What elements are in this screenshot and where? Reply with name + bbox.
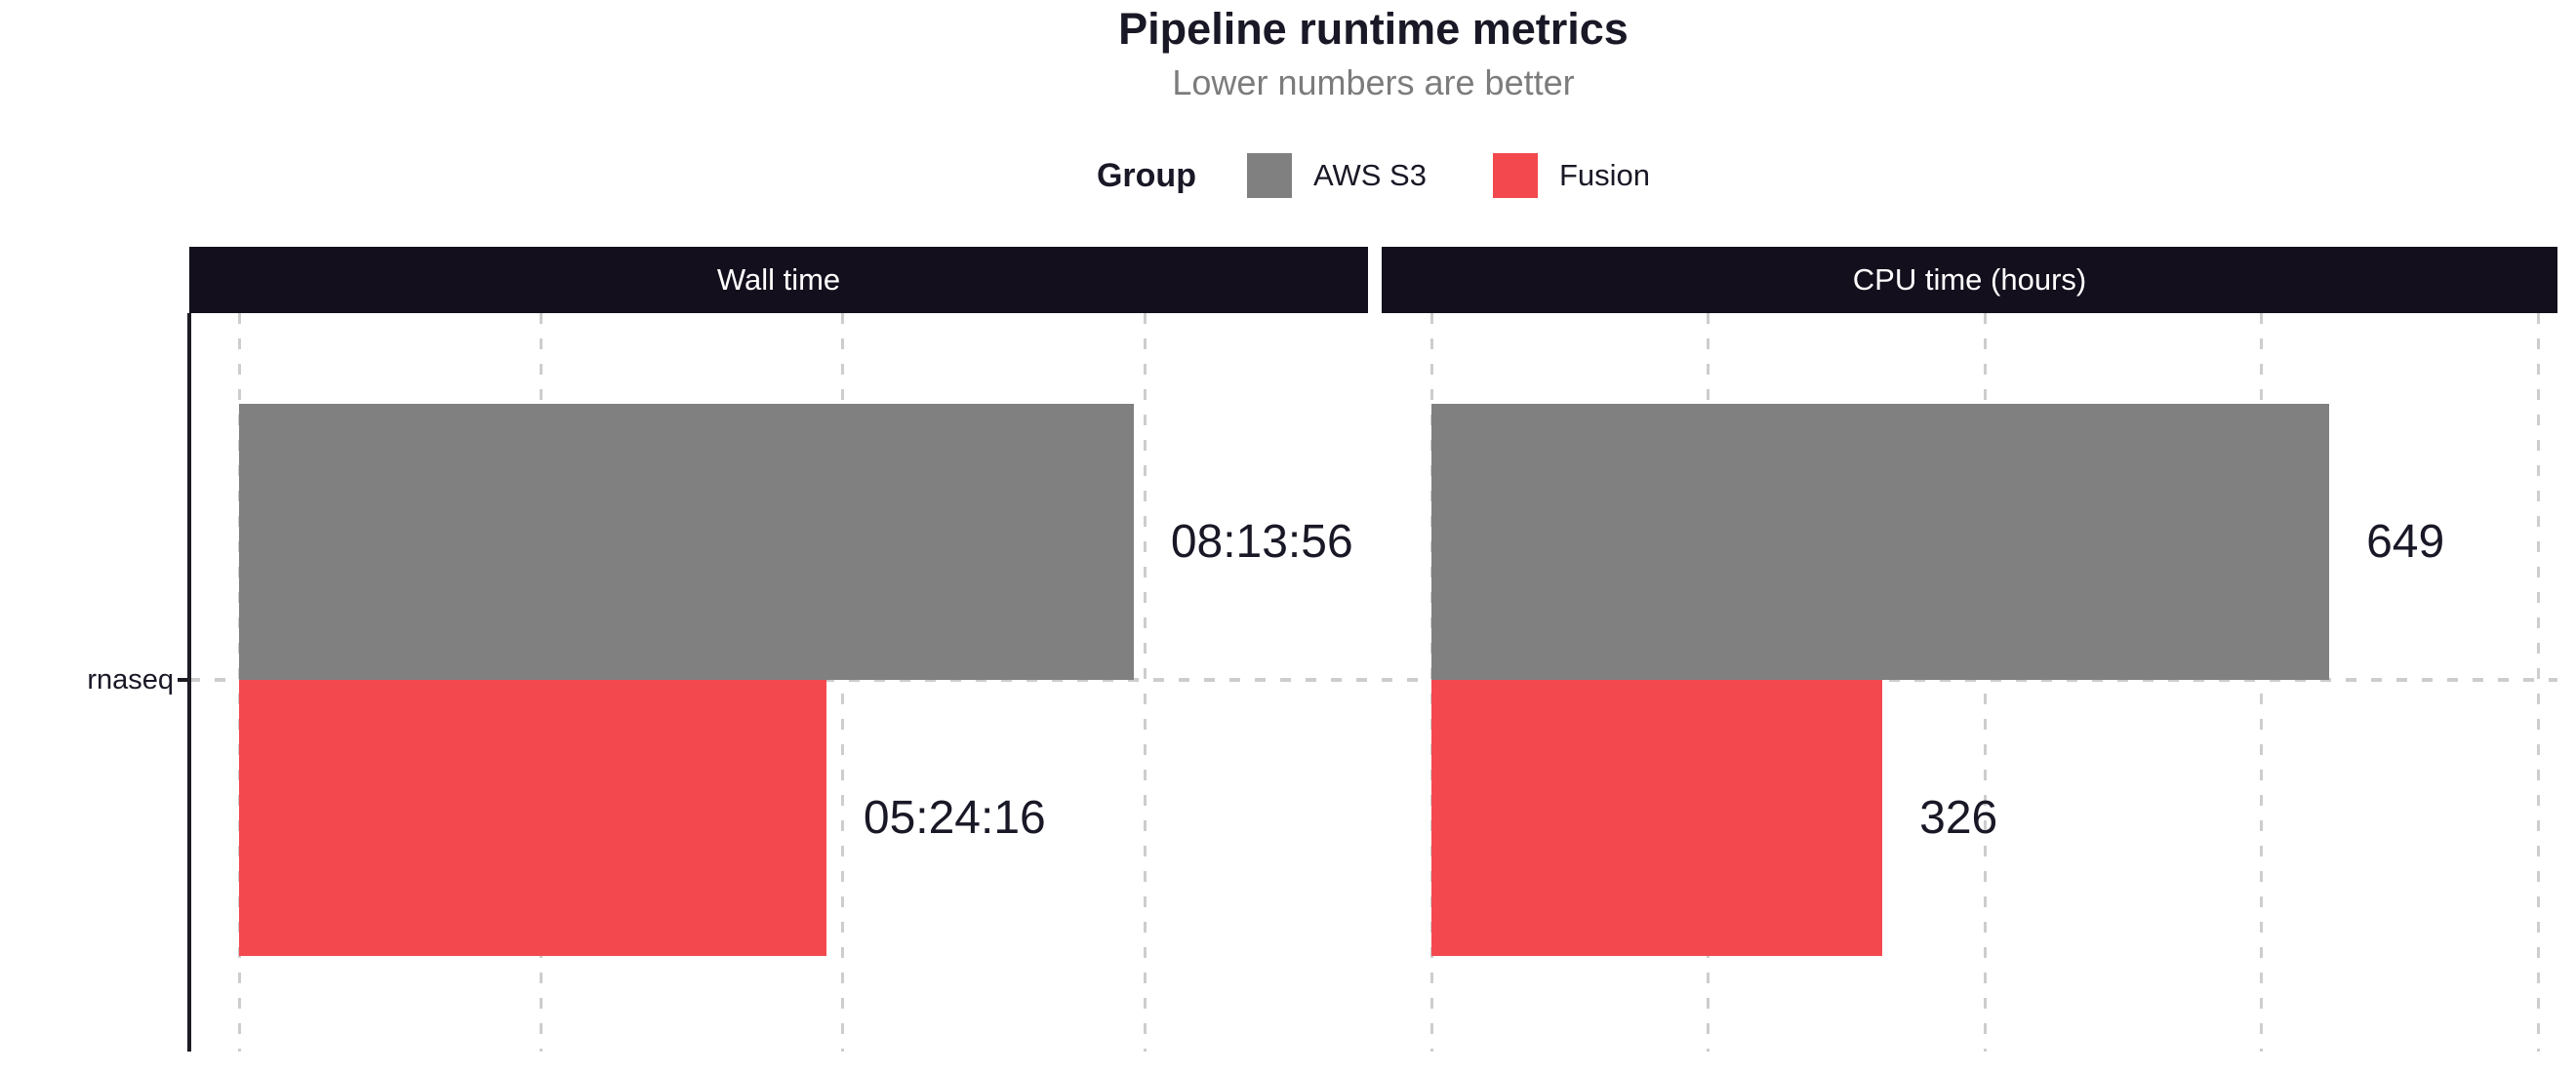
panel-strip: CPU time (hours)	[1382, 247, 2557, 313]
bar-value-label: 326	[1919, 791, 1998, 844]
bar-value-label: 05:24:16	[863, 791, 1046, 844]
y-axis-line	[187, 313, 191, 1052]
bar-fusion	[239, 680, 826, 956]
legend-label-fusion: Fusion	[1558, 158, 1651, 192]
bar-aws-s3	[1431, 404, 2330, 680]
grid-line-vertical	[841, 313, 845, 1052]
chart-subtitle: Lower numbers are better	[1172, 62, 1575, 102]
y-axis-tick	[178, 678, 187, 682]
bar-fusion	[1431, 680, 1883, 956]
legend-swatch-fusion	[1492, 153, 1538, 198]
grid-line-vertical	[2536, 313, 2540, 1052]
bar-value-label: 649	[2366, 515, 2445, 568]
legend-title: Group	[1096, 156, 1196, 194]
panel-plot: 08:13:56 05:24:16	[189, 313, 1368, 1052]
panel-strip: Wall time	[189, 247, 1368, 313]
panel-plot: 649 326	[1382, 313, 2557, 1052]
grid-line-vertical	[1983, 313, 1987, 1052]
legend: Group AWS S3 Fusion	[189, 148, 2557, 203]
legend-item-aws-s3: AWS S3	[1246, 153, 1427, 198]
grid-line-vertical	[2260, 313, 2264, 1052]
bar-value-label: 08:13:56	[1170, 515, 1353, 568]
grid-line-horizontal	[1382, 678, 2557, 682]
grid-line-vertical	[1143, 313, 1147, 1052]
legend-label-aws-s3: AWS S3	[1312, 158, 1427, 192]
chart-title: Pipeline runtime metrics	[1118, 4, 1629, 54]
legend-swatch-aws-s3	[1246, 153, 1292, 198]
bar-aws-s3	[239, 404, 1134, 680]
legend-item-fusion: Fusion	[1492, 153, 1651, 198]
y-axis-category-label: rnaseq	[87, 664, 174, 695]
